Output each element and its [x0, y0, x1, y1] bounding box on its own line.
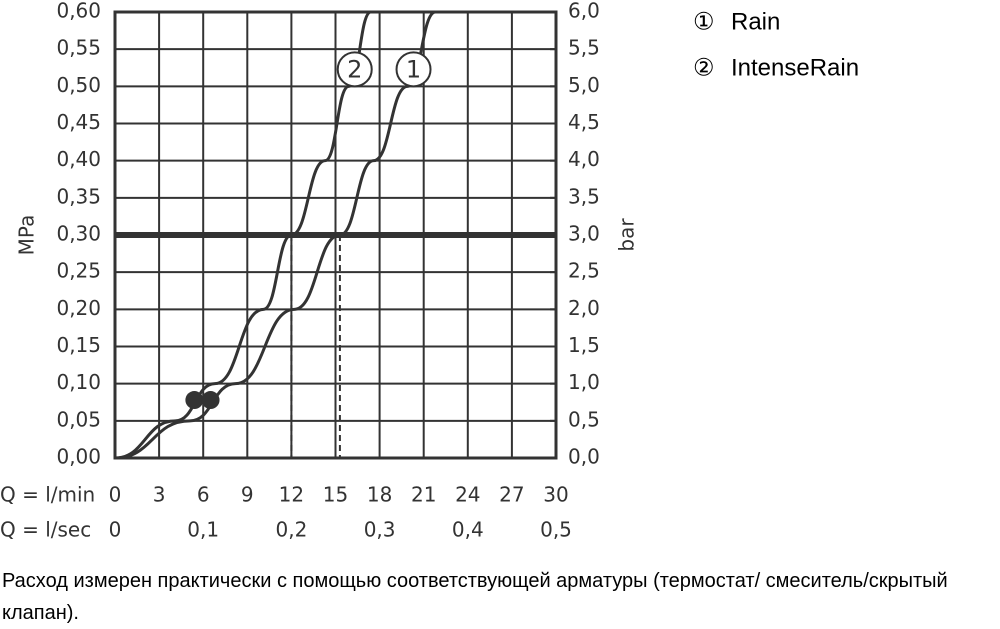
x-axis-label: Q = l/min: [0, 483, 95, 507]
legend-symbol: ①: [693, 8, 715, 35]
x-tick-label: 30: [543, 483, 568, 507]
y-tick-label: 0,25: [56, 259, 101, 283]
y-tick-label: 0,05: [56, 407, 101, 431]
y2-tick-label: 6,0: [568, 0, 600, 23]
y-tick-label: 0,35: [56, 184, 101, 208]
curve-label-circle: [336, 51, 373, 88]
y2-tick-label: 5,0: [568, 73, 600, 97]
x-tick-label: 27: [499, 483, 524, 507]
y-tick-label: 0,45: [56, 110, 101, 134]
y-tick-label: 0,20: [56, 296, 101, 320]
x2-axis-label: Q = l/sec: [0, 518, 91, 542]
x-tick-label: 18: [367, 483, 392, 507]
y2-tick-label: 1,0: [568, 370, 600, 394]
operating-point: [201, 391, 220, 410]
y-tick-label: 0,55: [56, 36, 101, 60]
x-tick-label: 6: [197, 483, 210, 507]
y2-tick-label: 0,0: [568, 445, 600, 469]
y2-tick-label: 2,0: [568, 296, 600, 320]
y2-tick-label: 4,5: [568, 110, 600, 134]
y-tick-label: 0,15: [56, 333, 101, 357]
y2-tick-label: 2,5: [568, 259, 600, 283]
x-tick-label: 21: [411, 483, 436, 507]
x2-tick-label: 0,2: [275, 518, 307, 542]
y-tick-label: 0,30: [56, 222, 101, 246]
y-axis-label: MPa: [15, 215, 39, 256]
curve-label: 2: [347, 55, 362, 83]
x2-tick-label: 0,5: [540, 518, 572, 542]
curve-label-circle: [395, 51, 432, 88]
footnote: Расход измерен практически с помощью соо…: [2, 570, 948, 624]
y-tick-label: 0,10: [56, 370, 101, 394]
x-tick-label: 0: [109, 483, 122, 507]
x-tick-label: 15: [323, 483, 348, 507]
y2-tick-label: 3,0: [568, 222, 600, 246]
x-tick-label: 12: [279, 483, 304, 507]
curve: [114, 10, 372, 460]
x-tick-label: 9: [241, 483, 254, 507]
legend-label: Rain: [731, 8, 780, 35]
legend-label: IntenseRain: [731, 54, 859, 81]
y-tick-label: 0,00: [56, 445, 101, 469]
x2-tick-label: 0: [109, 518, 122, 542]
y2-axis-label: bar: [615, 218, 639, 252]
y2-tick-label: 3,5: [568, 184, 600, 208]
x-tick-label: 3: [153, 483, 166, 507]
y2-tick-label: 4,0: [568, 147, 600, 171]
x2-tick-label: 0,4: [452, 518, 484, 542]
y2-tick-label: 0,5: [568, 407, 600, 431]
y2-tick-label: 5,5: [568, 36, 600, 60]
curve-label: 1: [406, 55, 421, 83]
x2-tick-label: 0,3: [364, 518, 396, 542]
y-tick-label: 0,60: [56, 0, 101, 23]
y-tick-label: 0,40: [56, 147, 101, 171]
y-tick-label: 0,50: [56, 73, 101, 97]
x-tick-label: 24: [455, 483, 480, 507]
operating-point: [185, 391, 204, 410]
curve: [114, 10, 437, 460]
y2-tick-label: 1,5: [568, 333, 600, 357]
legend-symbol: ②: [693, 54, 715, 81]
x2-tick-label: 0,1: [187, 518, 219, 542]
